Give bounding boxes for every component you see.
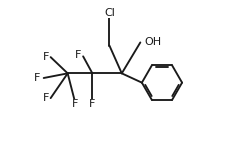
Text: F: F — [43, 52, 49, 62]
Text: F: F — [43, 93, 49, 103]
Text: F: F — [34, 73, 40, 83]
Text: Cl: Cl — [104, 8, 115, 18]
Text: F: F — [75, 50, 82, 60]
Text: F: F — [71, 99, 78, 109]
Text: OH: OH — [144, 37, 161, 47]
Text: F: F — [89, 99, 96, 109]
